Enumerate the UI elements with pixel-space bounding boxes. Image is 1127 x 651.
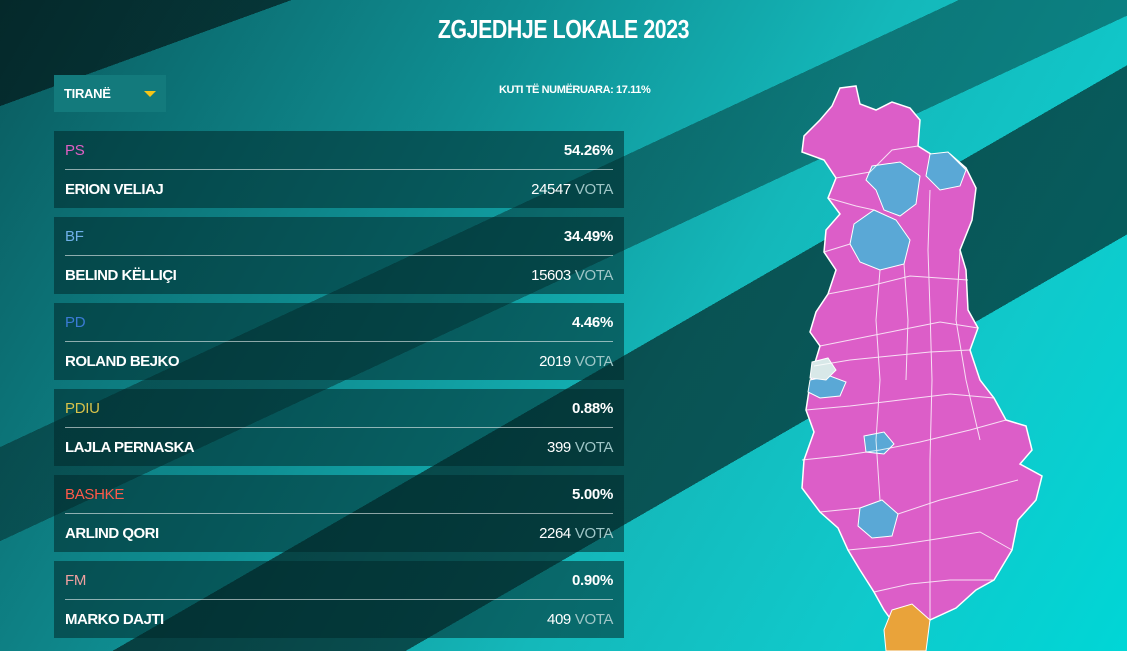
- party-percent: 4.46%: [571, 313, 613, 331]
- candidate-name: ARLIND QORI: [65, 524, 159, 542]
- map-borders: [801, 145, 1019, 620]
- counted-boxes-status: KUTI TË NUMËRUARA: 17.11%: [499, 84, 651, 96]
- vote-count: 409 VOTA: [547, 610, 613, 628]
- candidate-name: MARKO DAJTI: [65, 610, 164, 628]
- party-percent: 0.90%: [571, 571, 613, 589]
- map-region-bf-south[interactable]: [857, 499, 899, 539]
- municipality-selected: TIRANË: [64, 86, 111, 101]
- party-name: BF: [65, 227, 84, 245]
- party-name: BASHKE: [65, 485, 125, 503]
- municipality-dropdown[interactable]: TIRANË: [54, 75, 166, 112]
- map-region-bf-north[interactable]: [865, 161, 921, 217]
- vote-count: 399 VOTA: [547, 438, 613, 456]
- candidate-name: ROLAND BEJKO: [65, 352, 180, 370]
- vote-count: 15603 VOTA: [531, 266, 613, 284]
- vote-count: 24547 VOTA: [531, 180, 613, 198]
- result-card-bashke: BASHKE 5.00% ARLIND QORI 2264 VOTA: [54, 475, 624, 552]
- vote-count: 2264 VOTA: [539, 524, 613, 542]
- chevron-down-icon: [144, 90, 156, 97]
- candidate-name: LAJLA PERNASKA: [65, 438, 195, 456]
- result-card-pdiu: PDIU 0.88% LAJLA PERNASKA 399 VOTA: [54, 389, 624, 466]
- albania-results-map[interactable]: [780, 80, 1050, 651]
- page-title: ZGJEDHJE LOKALE 2023: [437, 14, 690, 44]
- map-region-bf-northeast[interactable]: [925, 151, 967, 191]
- party-name: FM: [65, 571, 87, 589]
- result-card-pd: PD 4.46% ROLAND BEJKO 2019 VOTA: [54, 303, 624, 380]
- vote-count: 2019 VOTA: [539, 352, 613, 370]
- result-card-bf: BF 34.49% BELIND KËLLIÇI 15603 VOTA: [54, 217, 624, 294]
- party-percent: 34.49%: [563, 227, 613, 245]
- party-name: PS: [65, 141, 85, 159]
- party-percent: 54.26%: [563, 141, 613, 159]
- party-name: PD: [65, 313, 86, 331]
- party-percent: 0.88%: [571, 399, 613, 417]
- party-name: PDIU: [65, 399, 100, 417]
- candidate-name: ERION VELIAJ: [65, 180, 164, 198]
- results-list: PS 54.26% ERION VELIAJ 24547 VOTA BF 34.4…: [54, 131, 624, 647]
- party-percent: 5.00%: [571, 485, 613, 503]
- map-region-ps[interactable]: [801, 85, 1043, 637]
- result-card-fm: FM 0.90% MARKO DAJTI 409 VOTA: [54, 561, 624, 638]
- result-card-ps: PS 54.26% ERION VELIAJ 24547 VOTA: [54, 131, 624, 208]
- candidate-name: BELIND KËLLIÇI: [65, 266, 177, 284]
- map-region-other[interactable]: [883, 603, 931, 651]
